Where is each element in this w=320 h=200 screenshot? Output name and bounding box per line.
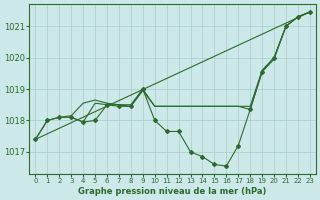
X-axis label: Graphe pression niveau de la mer (hPa): Graphe pression niveau de la mer (hPa) (78, 187, 267, 196)
